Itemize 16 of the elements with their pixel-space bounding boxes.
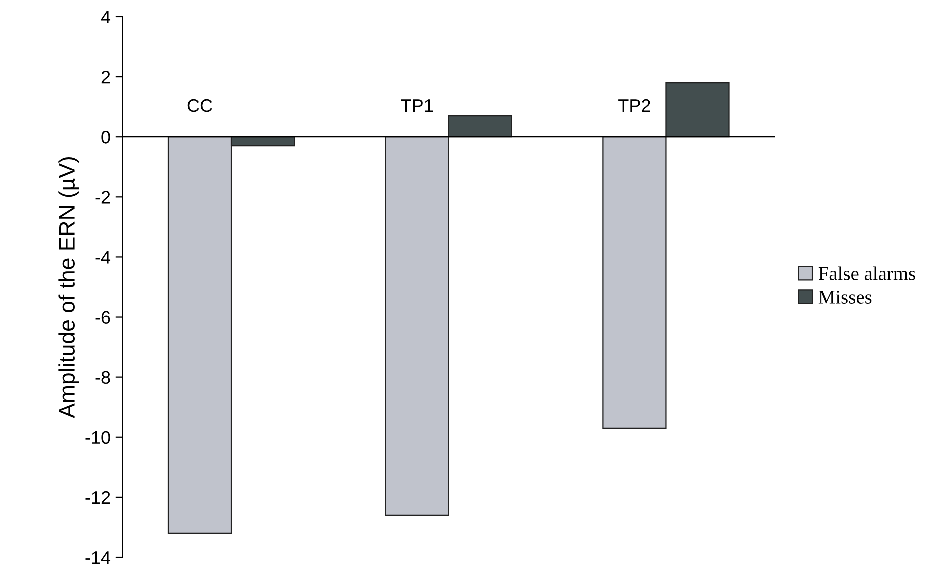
legend-label: False alarms [818,266,916,280]
legend-label: Misses [818,290,872,304]
y-tick-label: -8 [96,371,110,384]
y-tick-label: -2 [96,191,110,204]
y-tick-label: 4 [101,11,111,24]
y-tick-label: 0 [102,131,110,144]
y-tick-label: -10 [86,431,110,444]
x-tick-label: TP2 [618,99,650,112]
y-tick-label: -6 [96,311,110,324]
y-tick-label: -4 [96,251,111,264]
y-tick-label: -12 [86,491,110,504]
y-tick-label: -14 [86,552,111,564]
x-tick-label: TP1 [401,100,434,112]
y-axis-title: Amplitude of the ERN (µV) [58,157,80,418]
y-tick-label: 2 [102,70,110,84]
x-tick-label: CC [188,99,212,112]
